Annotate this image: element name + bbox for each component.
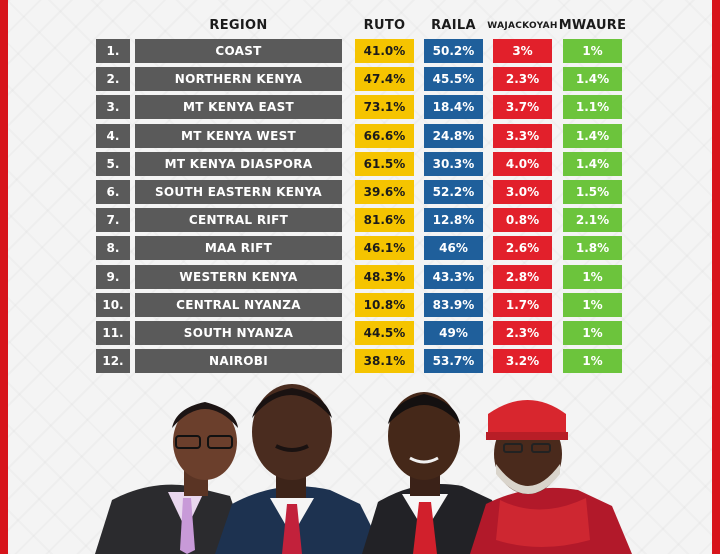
raila-value: 30.3%	[424, 152, 483, 176]
right-red-border	[712, 0, 720, 554]
raila-value: 45.5%	[424, 67, 483, 91]
candidate-portrait-left	[95, 402, 250, 554]
region-name: CENTRAL NYANZA	[135, 293, 342, 317]
ruto-value: 73.1%	[355, 95, 414, 119]
wajackoyah-value: 3%	[493, 39, 552, 63]
ruto-value: 44.5%	[355, 321, 414, 345]
candidates-photo	[95, 384, 632, 554]
wajackoyah-value: 2.3%	[493, 67, 552, 91]
region-name: COAST	[135, 39, 342, 63]
header-wajackoyah: WAJACKOYAH	[487, 21, 558, 31]
header-mwaure: MWAURE	[558, 18, 627, 33]
wajackoyah-value: 3.0%	[493, 180, 552, 204]
ruto-value: 39.6%	[355, 180, 414, 204]
row-number: 12.	[96, 349, 130, 373]
row-number: 10.	[96, 293, 130, 317]
ruto-value: 66.6%	[355, 124, 414, 148]
candidate-portrait-center-right	[362, 392, 512, 554]
region-name: MT KENYA WEST	[135, 124, 342, 148]
raila-value: 18.4%	[424, 95, 483, 119]
raila-value: 12.8%	[424, 208, 483, 232]
wajackoyah-value: 2.3%	[493, 321, 552, 345]
region-name: NAIROBI	[135, 349, 342, 373]
mwaure-value: 1%	[563, 321, 622, 345]
region-name: MAA RIFT	[135, 236, 342, 260]
header-region: REGION	[209, 18, 268, 33]
row-number: 1.	[96, 39, 130, 63]
raila-value: 53.7%	[424, 349, 483, 373]
ruto-value: 38.1%	[355, 349, 414, 373]
wajackoyah-value: 0.8%	[493, 208, 552, 232]
header-raila: RAILA	[431, 18, 476, 33]
candidate-portrait-right	[470, 400, 632, 554]
mwaure-value: 1%	[563, 265, 622, 289]
mwaure-value: 1.4%	[563, 152, 622, 176]
mwaure-value: 1.8%	[563, 236, 622, 260]
mwaure-value: 1.5%	[563, 180, 622, 204]
ruto-value: 48.3%	[355, 265, 414, 289]
region-name: MT KENYA DIASPORA	[135, 152, 342, 176]
ruto-value: 61.5%	[355, 152, 414, 176]
region-name: SOUTH EASTERN KENYA	[135, 180, 342, 204]
raila-value: 50.2%	[424, 39, 483, 63]
region-name: NORTHERN KENYA	[135, 67, 342, 91]
wajackoyah-value: 3.2%	[493, 349, 552, 373]
row-number: 5.	[96, 152, 130, 176]
row-number: 7.	[96, 208, 130, 232]
ruto-value: 47.4%	[355, 67, 414, 91]
row-number: 11.	[96, 321, 130, 345]
wajackoyah-value: 4.0%	[493, 152, 552, 176]
region-name: CENTRAL RIFT	[135, 208, 342, 232]
raila-value: 52.2%	[424, 180, 483, 204]
region-name: WESTERN KENYA	[135, 265, 342, 289]
wajackoyah-value: 2.8%	[493, 265, 552, 289]
mwaure-value: 1%	[563, 349, 622, 373]
ruto-value: 10.8%	[355, 293, 414, 317]
row-number: 3.	[96, 95, 130, 119]
mwaure-value: 1.4%	[563, 67, 622, 91]
raila-value: 43.3%	[424, 265, 483, 289]
wajackoyah-value: 2.6%	[493, 236, 552, 260]
row-number: 4.	[96, 124, 130, 148]
row-number: 6.	[96, 180, 130, 204]
ruto-value: 41.0%	[355, 39, 414, 63]
wajackoyah-value: 3.7%	[493, 95, 552, 119]
mwaure-value: 1%	[563, 39, 622, 63]
row-number: 8.	[96, 236, 130, 260]
mwaure-value: 1.4%	[563, 124, 622, 148]
region-name: MT KENYA EAST	[135, 95, 342, 119]
candidate-portrait-center-left	[215, 384, 385, 554]
wajackoyah-value: 3.3%	[493, 124, 552, 148]
raila-value: 83.9%	[424, 293, 483, 317]
raila-value: 46%	[424, 236, 483, 260]
row-number: 2.	[96, 67, 130, 91]
mwaure-value: 1.1%	[563, 95, 622, 119]
region-name: SOUTH NYANZA	[135, 321, 342, 345]
wajackoyah-value: 1.7%	[493, 293, 552, 317]
ruto-value: 81.6%	[355, 208, 414, 232]
mwaure-value: 1%	[563, 293, 622, 317]
row-number: 9.	[96, 265, 130, 289]
ruto-value: 46.1%	[355, 236, 414, 260]
header-ruto: RUTO	[363, 18, 406, 33]
mwaure-value: 2.1%	[563, 208, 622, 232]
raila-value: 49%	[424, 321, 483, 345]
raila-value: 24.8%	[424, 124, 483, 148]
left-red-border	[0, 0, 8, 554]
